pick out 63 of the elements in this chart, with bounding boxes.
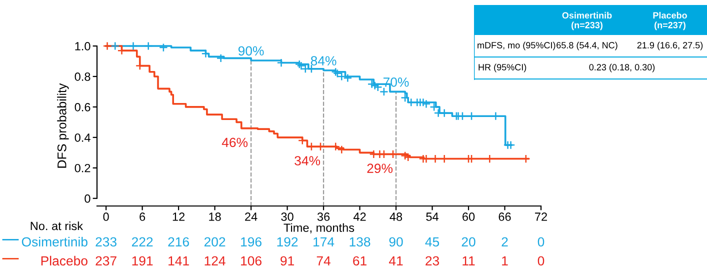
x-tick-label: 42 bbox=[353, 212, 366, 221]
annotation: 70% bbox=[383, 77, 409, 87]
text: 174 bbox=[314, 237, 334, 246]
text: 233 bbox=[96, 237, 116, 247]
annotation: HR (95%CI) bbox=[478, 64, 526, 72]
text: 1 bbox=[502, 256, 508, 266]
text: 74 bbox=[316, 256, 330, 266]
text: 41 bbox=[388, 256, 403, 266]
y-tick-label: 0.2 bbox=[74, 164, 90, 172]
text: 20 bbox=[462, 237, 476, 247]
text: 23 bbox=[426, 256, 440, 266]
text: 0 bbox=[538, 256, 544, 266]
text: 90 bbox=[389, 237, 403, 247]
text: 2 bbox=[502, 237, 508, 246]
text: No. at risk bbox=[30, 221, 84, 230]
text: 91 bbox=[280, 256, 294, 266]
text: 0.23 (0.18, 0.30) bbox=[589, 64, 655, 72]
x-tick-label: 66 bbox=[498, 212, 511, 221]
annotation: mDFS, mo (95%CI) bbox=[478, 42, 556, 50]
x-tick-label: 6 bbox=[140, 212, 146, 221]
text: 141 bbox=[168, 256, 189, 266]
text: 202 bbox=[204, 237, 226, 247]
legend-label: Osimertinib bbox=[22, 236, 88, 247]
y-tick-label: 1.0 bbox=[75, 42, 90, 50]
x-tick-label: 18 bbox=[209, 212, 221, 221]
annotation: 84% bbox=[310, 56, 336, 66]
text: 11 bbox=[462, 256, 475, 266]
legend-label: Placebo bbox=[41, 256, 88, 266]
y-tick-label: 0.6 bbox=[74, 102, 90, 112]
x-tick-label: 30 bbox=[281, 212, 294, 221]
x-tick-label: 36 bbox=[317, 212, 330, 221]
text: 222 bbox=[132, 237, 153, 246]
text: Osimertinib (n=233) bbox=[562, 12, 612, 30]
x-tick-label: 24 bbox=[245, 212, 258, 221]
annotation: 34% bbox=[294, 156, 320, 166]
y-axis-title: DFS probability bbox=[57, 83, 69, 168]
text: 0 bbox=[538, 237, 544, 247]
text: Placebo (n=237) bbox=[653, 12, 687, 30]
text: 191 bbox=[132, 256, 153, 266]
text: 45 bbox=[425, 237, 440, 247]
text: 106 bbox=[241, 256, 262, 266]
text: 65.8 (54.4, NC) bbox=[556, 42, 618, 50]
y-tick-label: 0 bbox=[84, 194, 90, 203]
x-tick-label: 60 bbox=[462, 212, 475, 221]
y-tick-label: 0.8 bbox=[74, 72, 90, 81]
text: 124 bbox=[204, 256, 226, 266]
text: 138 bbox=[350, 237, 370, 247]
y-tick-label: 0.4 bbox=[74, 133, 90, 142]
x-tick-label: 54 bbox=[426, 212, 438, 221]
text: 216 bbox=[168, 237, 189, 247]
x-tick-label: 48 bbox=[390, 212, 402, 221]
annotation: 46% bbox=[222, 138, 248, 148]
text: 196 bbox=[241, 237, 262, 247]
annotation: 29% bbox=[367, 164, 393, 174]
x-tick-label: 72 bbox=[535, 212, 547, 221]
text: 61 bbox=[353, 256, 366, 266]
annotation: 90% bbox=[238, 46, 264, 56]
text: 237 bbox=[96, 256, 116, 266]
text: 21.9 (16.6, 27.5) bbox=[637, 42, 703, 50]
x-tick-label: 0 bbox=[103, 212, 109, 221]
x-tick-label: 12 bbox=[172, 212, 185, 221]
x-axis-title: Time, months bbox=[284, 223, 354, 234]
text: 192 bbox=[277, 237, 298, 247]
